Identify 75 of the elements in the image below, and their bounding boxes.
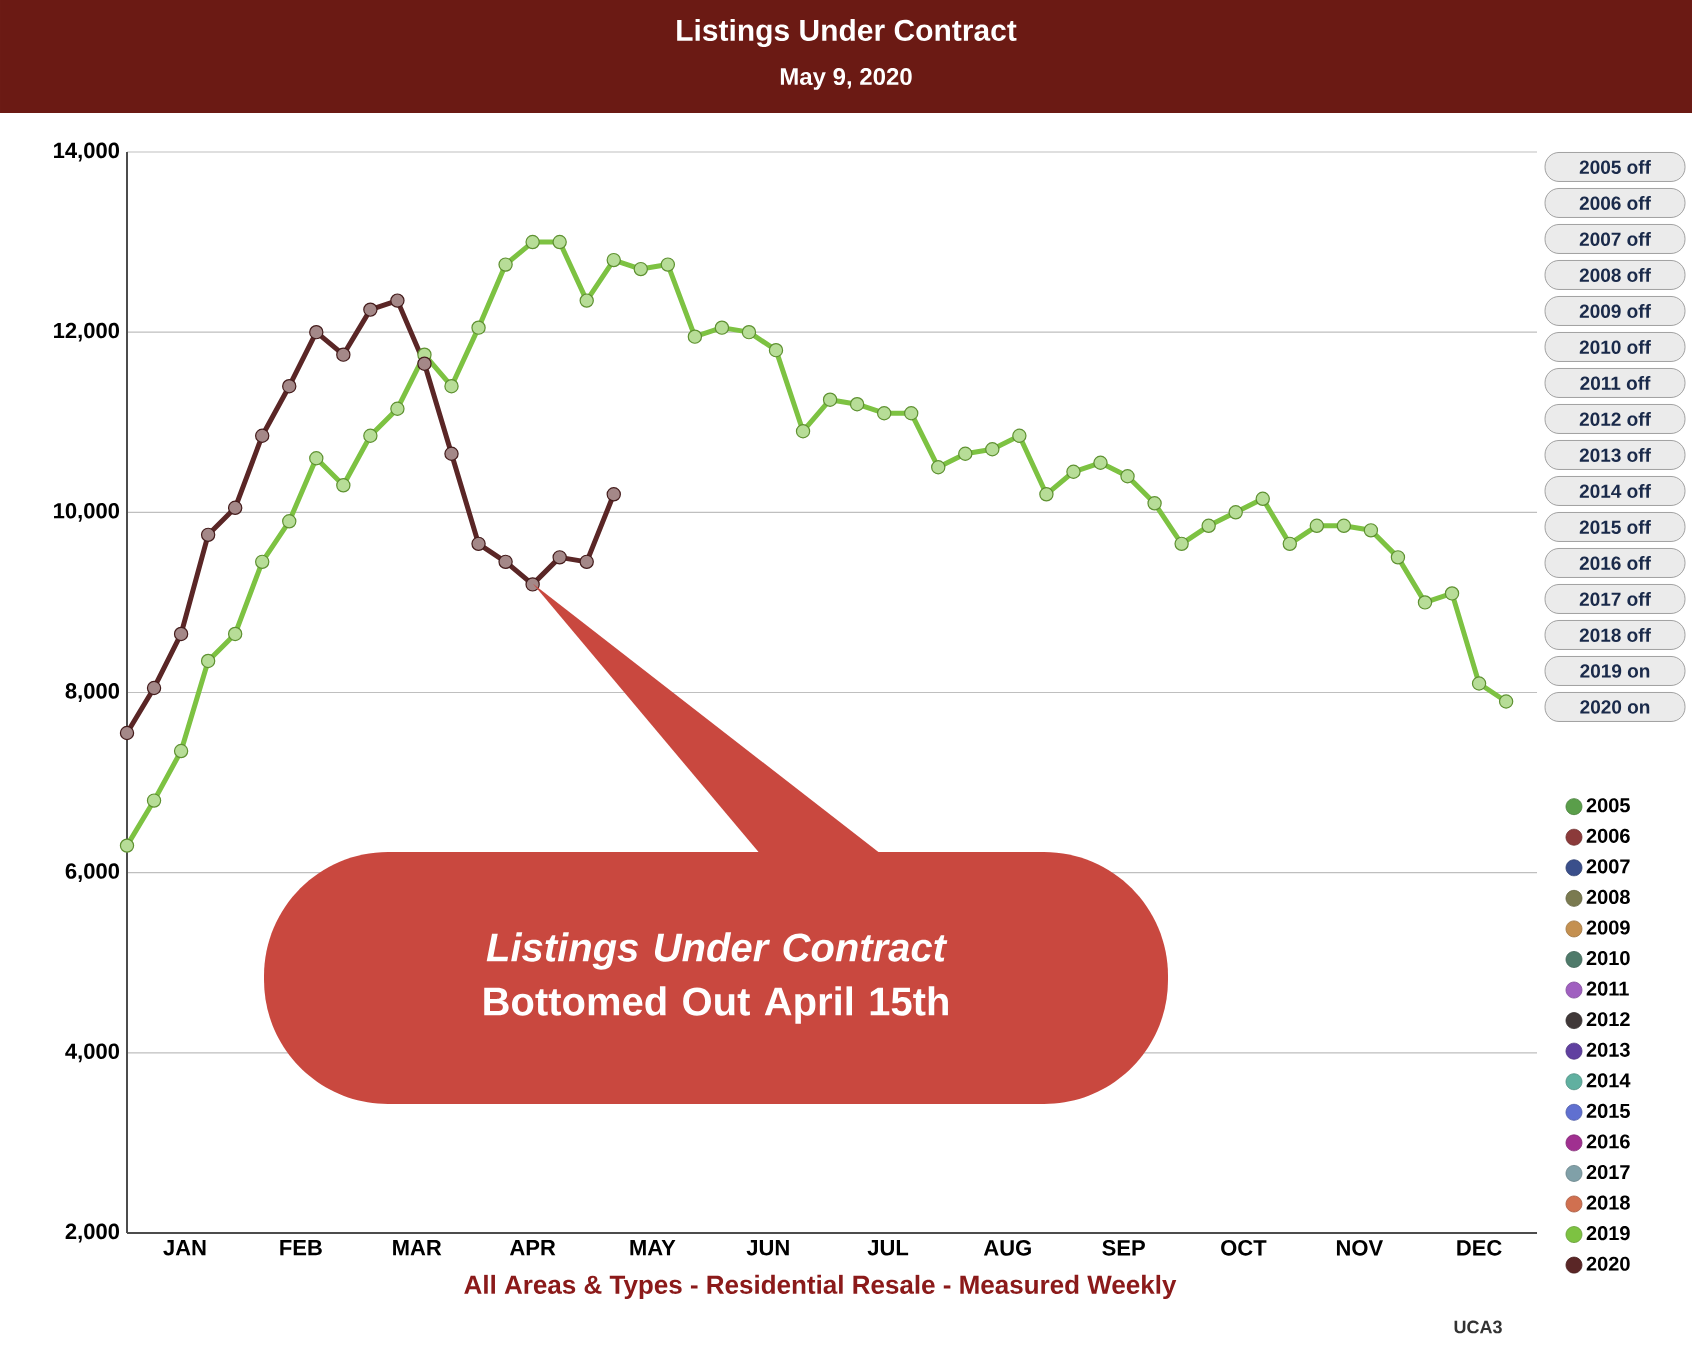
point (552, 550, 567, 565)
legend-label: 2006 (1586, 828, 1630, 843)
text: UCA3 (1454, 1320, 1502, 1334)
text: 2018 off (1579, 628, 1651, 642)
point (336, 347, 351, 362)
legend-label: 2020 (1586, 1256, 1630, 1271)
legend-label: 2016 (1586, 1134, 1630, 1149)
point (119, 725, 135, 741)
point (282, 378, 297, 394)
x-tick-label: MAY (630, 1240, 676, 1256)
x-tick-label: DEC (1457, 1240, 1502, 1256)
point (606, 487, 621, 502)
point (309, 324, 324, 340)
y-tick-label: 12,000 (54, 322, 120, 342)
legend-label: 2008 (1586, 889, 1630, 905)
annotation: Listings Under Contract Bottomed Out April 15th (484, 932, 948, 1024)
point (444, 446, 459, 461)
y-tick-label: 2,000 (65, 1223, 120, 1243)
point (227, 500, 243, 516)
x-tick-label: NOV (1336, 1240, 1384, 1256)
chart-title: Listings Under Contract (677, 18, 1017, 48)
point (579, 554, 594, 570)
legend-label: 2013 (1586, 1042, 1630, 1057)
point (525, 577, 540, 592)
x-tick-label: JUN (746, 1240, 789, 1256)
x-tick-label: OCT (1221, 1240, 1267, 1256)
y-tick-label: 4,000 (65, 1043, 120, 1063)
text: 2019 on (1580, 664, 1650, 678)
x-tick-label: AUG (983, 1240, 1031, 1256)
x-tick-label: MAR (393, 1240, 442, 1256)
text: 2017 off (1579, 592, 1651, 606)
x-tick-label: FEB (280, 1240, 322, 1256)
legend-label: 2007 (1586, 859, 1630, 874)
text: 2014 off (1579, 484, 1651, 498)
chart-subtitle: May 9, 2020 (780, 68, 912, 90)
legend-label: 2019 (1586, 1226, 1630, 1241)
text: All Areas & Types - Residential Resale - Measured Weekly (464, 1274, 1177, 1300)
y-tick-label: 10,000 (54, 502, 120, 522)
text: 2020 on (1580, 700, 1650, 714)
x-tick-label: JUL (867, 1240, 909, 1256)
legend-label: 2012 (1586, 1012, 1630, 1027)
point (146, 680, 162, 696)
point (471, 536, 486, 552)
text: 2008 off (1579, 268, 1651, 282)
legend-label: 2011 (1586, 981, 1629, 996)
legend-label: 2009 (1586, 920, 1630, 935)
text: 2006 off (1579, 196, 1651, 210)
point (390, 293, 405, 308)
legend-label: 2014 (1586, 1073, 1631, 1088)
x-tick-label: APR (509, 1240, 556, 1256)
point (173, 626, 189, 642)
text: 2007 off (1579, 232, 1651, 246)
legend-label: 2017 (1586, 1164, 1630, 1180)
text: 2011 off (1580, 376, 1651, 390)
text: 2016 off (1579, 556, 1651, 570)
text: 2010 off (1579, 340, 1651, 354)
legend-label: 2005 (1586, 798, 1630, 813)
legend-label: 2018 (1586, 1195, 1630, 1210)
legend-label: 2015 (1586, 1103, 1630, 1118)
legend-label: 2010 (1586, 951, 1630, 966)
point (255, 428, 270, 443)
y-tick-label: 14,000 (54, 142, 120, 162)
text: 2012 off (1579, 412, 1651, 426)
point (200, 527, 216, 543)
y-tick-label: 6,000 (65, 863, 120, 883)
text: 2005 off (1579, 160, 1651, 174)
x-tick-label: SEP (1102, 1240, 1145, 1256)
text: 2015 off (1579, 520, 1651, 534)
text: 2009 off (1579, 304, 1651, 318)
point (363, 302, 378, 317)
y-tick-label: 8,000 (65, 683, 120, 702)
point (417, 356, 432, 371)
point (498, 554, 513, 570)
text: 2013 off (1579, 447, 1651, 462)
x-tick-label: JAN (163, 1240, 206, 1256)
